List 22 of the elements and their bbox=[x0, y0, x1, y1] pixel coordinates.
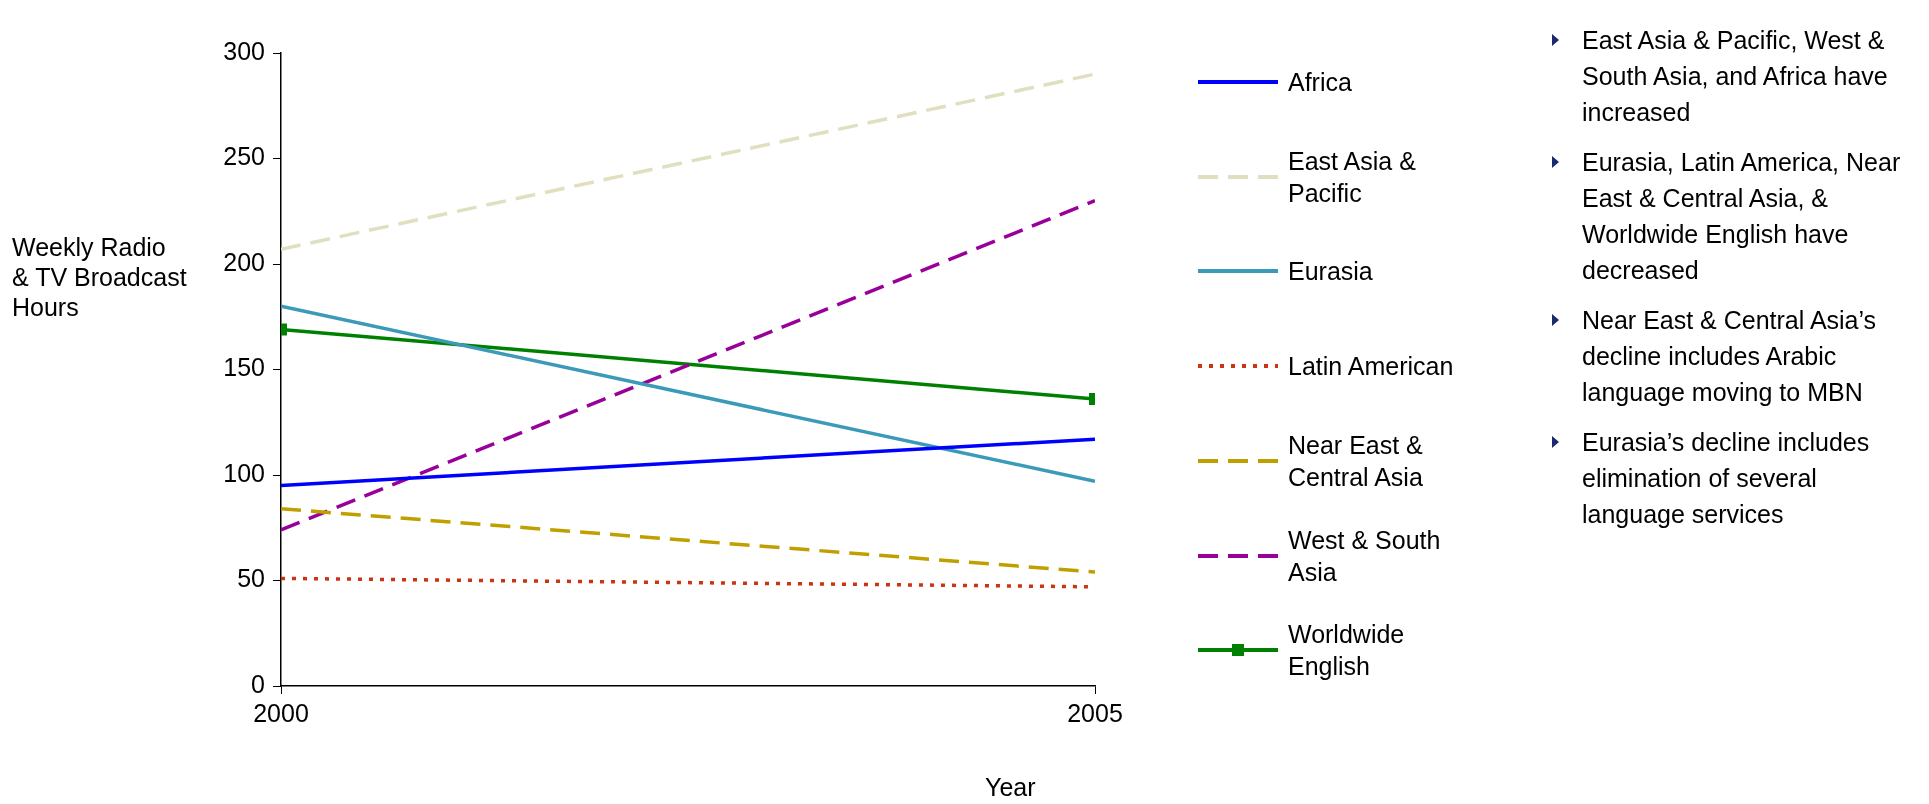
legend-label: West & South Asia bbox=[1288, 524, 1442, 588]
text: East Asia & Pacific, West & South Asia, and Africa have increased bbox=[1582, 25, 1889, 128]
y-axis-title: Weekly Radio & TV Broadcast Hours bbox=[12, 232, 187, 322]
y-tick-label: 50 bbox=[237, 564, 265, 593]
y-tick-label: 300 bbox=[223, 36, 265, 65]
x-tick-label: 2005 bbox=[1067, 698, 1123, 727]
y-tick-label: 150 bbox=[223, 353, 265, 382]
legend-label: Africa bbox=[1288, 67, 1353, 98]
legend-label: Worldwide English bbox=[1288, 619, 1406, 683]
legend-label: Near East & Central Asia bbox=[1288, 429, 1424, 493]
text: Eurasia’s decline includes elimination of several language services bbox=[1582, 427, 1871, 530]
y-tick-label: 250 bbox=[223, 142, 265, 171]
x-axis-title: Year bbox=[985, 772, 1036, 802]
legend-label: East Asia & Pacific bbox=[1288, 145, 1417, 209]
x-tick-label: 2000 bbox=[253, 698, 309, 727]
text: Near East & Central Asia’s decline includes Arabic language moving to MBN bbox=[1582, 305, 1878, 408]
legend-label: Latin American bbox=[1288, 351, 1455, 383]
y-tick-label: 0 bbox=[251, 669, 265, 698]
text: Eurasia, Latin America, Near East & Central Asia, & Worldwide English have decreased bbox=[1582, 147, 1902, 286]
y-tick-label: 100 bbox=[223, 458, 265, 487]
y-tick-label: 200 bbox=[223, 247, 265, 276]
legend-label: Eurasia bbox=[1288, 256, 1374, 288]
